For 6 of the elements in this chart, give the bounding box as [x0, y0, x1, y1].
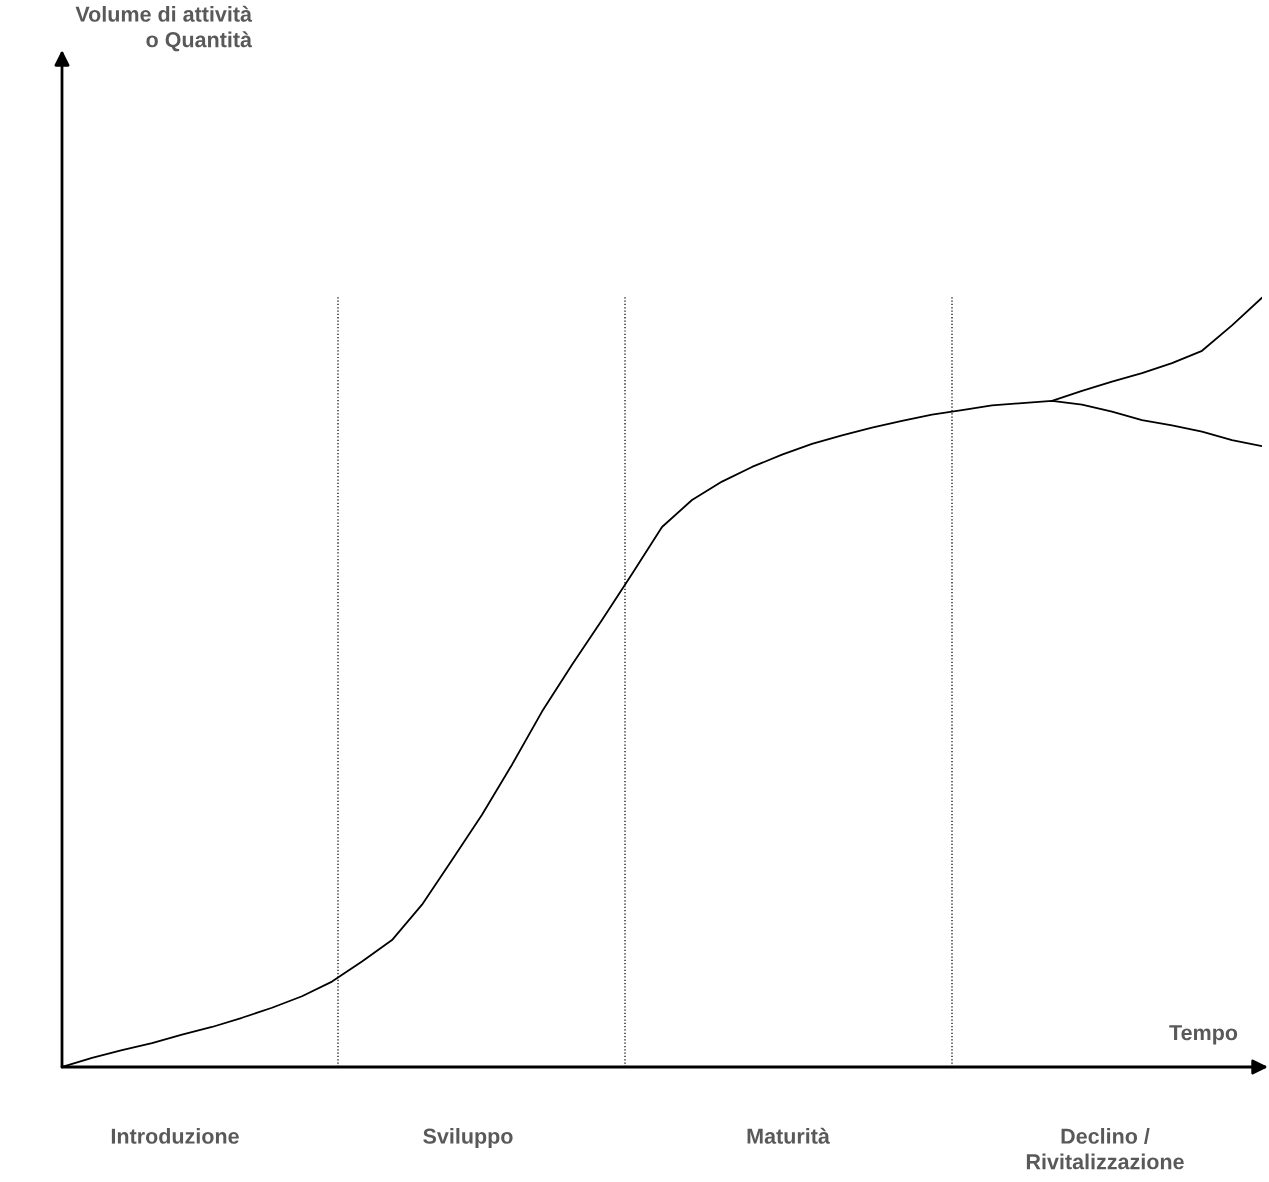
text: Declino / Rivitalizzazione: [1026, 1128, 1184, 1170]
text: Maturità: [747, 1127, 830, 1144]
text: Introduzione: [111, 1128, 239, 1144]
text: Sviluppo: [423, 1128, 513, 1149]
x-axis-title: Tempo: [1169, 1025, 1238, 1045]
text: Volume di attività o Quantità: [75, 5, 253, 52]
